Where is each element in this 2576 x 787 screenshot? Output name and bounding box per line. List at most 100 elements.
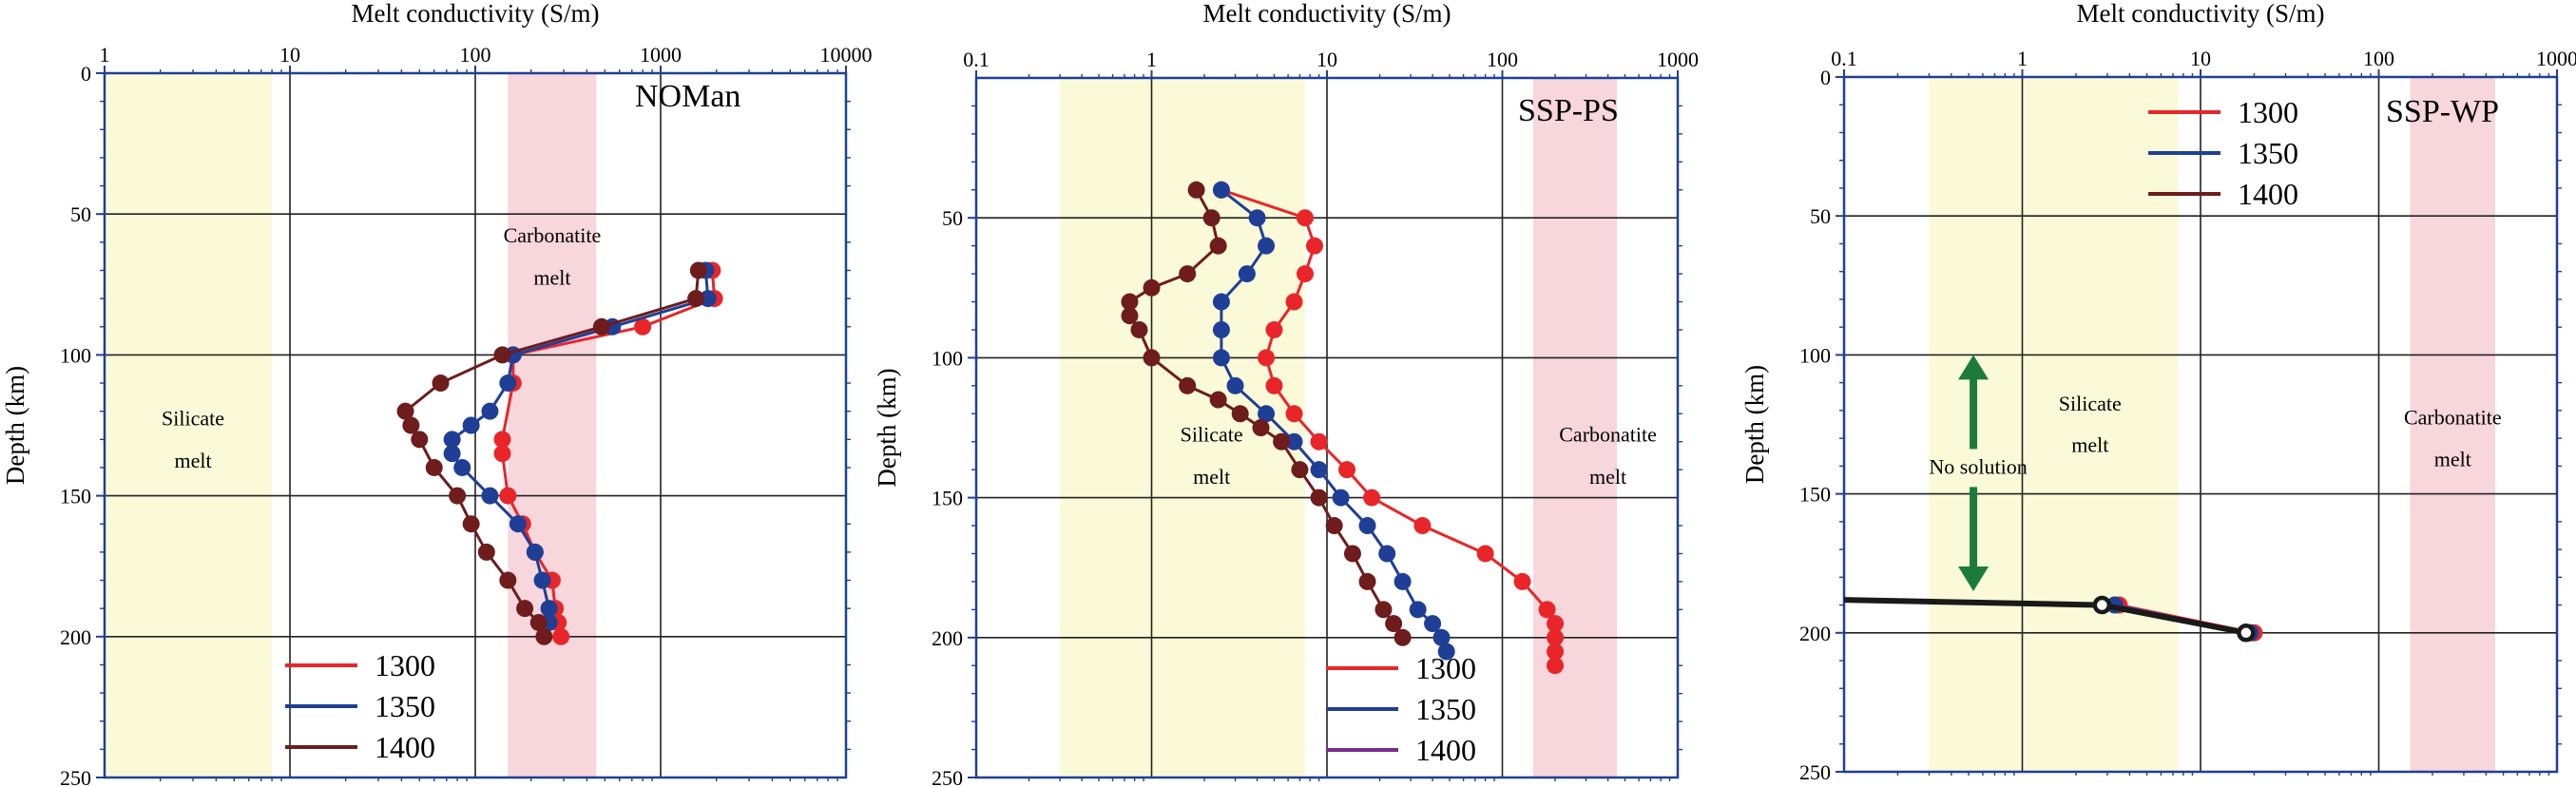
data-point-1400: [1209, 391, 1227, 409]
band-label: melt: [174, 449, 211, 472]
data-point-1400: [1143, 278, 1161, 297]
data-point-1400: [1187, 181, 1205, 199]
legend-label-1400: 1400: [2238, 177, 2298, 211]
band-label: melt: [1193, 465, 1230, 489]
data-point-1350: [443, 431, 461, 449]
y-tick-label: 0: [81, 62, 91, 86]
data-point-1400: [493, 346, 511, 364]
y-tick-label: 50: [942, 206, 963, 230]
data-point-1400: [462, 515, 480, 533]
data-point-1400: [1252, 419, 1270, 436]
data-point-1400: [1179, 376, 1197, 394]
data-point-1400: [1291, 461, 1309, 479]
data-point-1300: [1265, 320, 1283, 338]
data-point-1350: [1248, 209, 1266, 227]
x-axis-label: Melt conductivity (S/m): [1203, 0, 1451, 28]
data-point-1400: [499, 571, 517, 589]
y-axis-label: Depth (km): [1740, 365, 1769, 484]
data-point-1400: [1375, 601, 1393, 619]
x-tick-label: 10000: [820, 43, 873, 67]
data-point-1350: [1285, 432, 1303, 451]
y-tick-label: 250: [932, 766, 963, 787]
no-solution-label: No solution: [1929, 454, 2027, 478]
data-point-1300: [1538, 601, 1556, 619]
data-point-1400: [402, 416, 420, 434]
data-point-1300: [552, 627, 570, 645]
series-group: [1844, 595, 2263, 643]
data-point-1400: [1179, 265, 1197, 283]
legend-label-1300: 1300: [1415, 651, 1476, 685]
x-axis-label: Melt conductivity (S/m): [2077, 0, 2325, 28]
data-point-1300: [499, 487, 517, 505]
series-line-1400: [1127, 189, 1404, 639]
y-tick-label: 50: [1810, 204, 1831, 228]
x-tick-label: 1: [1146, 48, 1157, 71]
data-point-1350: [481, 487, 499, 505]
data-point-1400: [1209, 237, 1227, 255]
carbonatite-melt-band: [1532, 78, 1618, 777]
y-tick-label: 200: [60, 625, 91, 649]
data-point-1400: [411, 431, 429, 449]
band-label: Carbonatite: [1559, 423, 1657, 447]
data-point-1400: [2092, 595, 2112, 615]
data-point-1400: [1121, 293, 1139, 311]
y-axis-label: Depth (km): [1, 366, 29, 485]
x-tick-label: 1000: [2536, 47, 2576, 70]
data-point-1300: [493, 445, 511, 463]
data-point-1300: [1296, 265, 1314, 283]
band-label: Silicate: [1181, 423, 1243, 447]
carbonatite-melt-band: [508, 73, 597, 777]
band-label: melt: [1589, 465, 1626, 489]
band-label: melt: [2434, 447, 2471, 470]
data-point-1350: [1212, 349, 1230, 367]
data-point-1400: [2237, 624, 2256, 643]
silicate-melt-band: [1929, 77, 2179, 772]
data-point-1400: [516, 600, 534, 618]
data-point-1350: [1358, 517, 1376, 535]
panel-title: SSP-PS: [1518, 93, 1619, 128]
x-tick-label: 100: [2363, 47, 2394, 70]
series-group: [396, 261, 723, 645]
y-tick-label: 0: [1820, 66, 1831, 89]
x-tick-label: 100: [460, 43, 491, 67]
data-point-1350: [699, 290, 717, 308]
data-point-1350: [1212, 320, 1230, 338]
data-point-1400: [1358, 572, 1376, 590]
x-tick-label: 1000: [1657, 48, 1699, 71]
y-tick-label: 250: [60, 766, 91, 787]
data-point-1350: [1212, 181, 1230, 199]
data-point-1350: [1258, 405, 1276, 423]
data-point-1350: [526, 543, 544, 561]
legend-label-1350: 1350: [2238, 136, 2298, 170]
legend-label-1300: 1300: [2238, 95, 2298, 129]
data-point-1400: [535, 627, 553, 645]
data-point-1400: [1394, 628, 1412, 646]
data-point-1400: [687, 290, 705, 308]
x-tick-label: 1000: [640, 43, 682, 67]
arrow-up-icon: [1958, 355, 1990, 380]
data-point-1350: [1424, 615, 1442, 633]
y-tick-label: 100: [60, 343, 91, 367]
data-point-1300: [1305, 237, 1323, 255]
series-group: [1121, 181, 1565, 675]
data-point-1350: [1432, 628, 1451, 646]
data-point-1400: [396, 402, 414, 420]
data-point-1300: [1258, 349, 1276, 367]
data-point-1400: [1121, 307, 1139, 325]
legend-label-1300: 1300: [375, 648, 435, 682]
panel-title: NOMan: [635, 79, 740, 114]
band-label: Carbonatite: [2404, 406, 2502, 430]
x-tick-label: 0.1: [963, 48, 990, 71]
data-point-1350: [1212, 293, 1230, 311]
x-tick-label: 10: [279, 43, 300, 67]
y-tick-label: 100: [1799, 343, 1831, 367]
band-label: Silicate: [2059, 392, 2122, 415]
band-label: melt: [533, 265, 570, 289]
data-point-1300: [1363, 489, 1381, 507]
data-point-1300: [1547, 657, 1565, 675]
arrow-down-icon: [1958, 566, 1990, 591]
y-tick-label: 150: [60, 485, 91, 509]
data-point-1400: [1273, 432, 1291, 451]
band-label: melt: [2071, 433, 2108, 457]
data-point-1300: [1513, 572, 1531, 590]
